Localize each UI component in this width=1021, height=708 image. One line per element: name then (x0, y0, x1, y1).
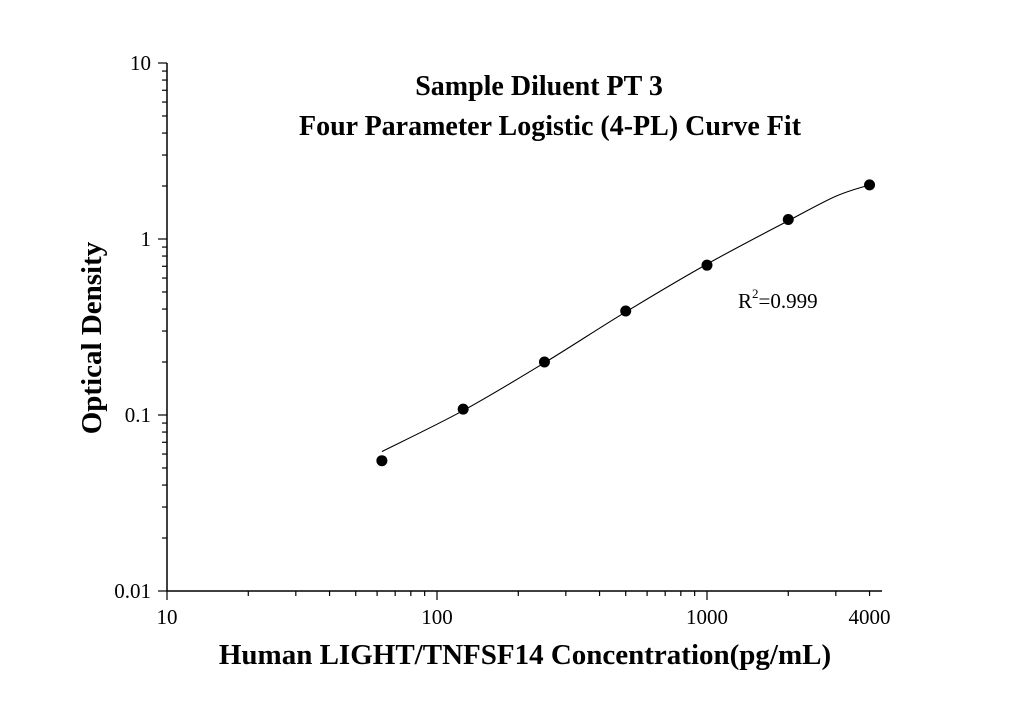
chart-subtitle: Four Parameter Logistic (4-PL) Curve Fit (299, 111, 802, 142)
data-point (620, 305, 632, 317)
x-tick-label: 1000 (686, 605, 728, 629)
r-squared-value: =0.999 (759, 289, 818, 313)
y-tick-label: 0.01 (114, 579, 151, 603)
r-squared-annotation: R2=0.999 (738, 286, 818, 313)
data-point (864, 179, 876, 191)
x-tick-label: 4000 (849, 605, 891, 629)
chart-title: Sample Diluent PT 3 (415, 71, 663, 102)
y-axis-ticks: 0.01 0.1 1 10 (114, 51, 167, 603)
data-points (376, 179, 876, 467)
y-tick-label: 0.1 (125, 403, 151, 427)
x-axis-ticks: 10 100 1000 4000 (157, 591, 891, 629)
data-point (538, 356, 550, 368)
y-tick-label: 1 (141, 227, 152, 251)
fit-curve-line (381, 184, 870, 453)
axes (166, 63, 882, 592)
data-point (701, 259, 713, 271)
x-axis-title: Human LIGHT/TNFSF14 Concentration(pg/mL) (219, 639, 831, 671)
data-point (457, 403, 469, 415)
fit-curve (381, 184, 870, 453)
data-point (782, 214, 794, 226)
y-tick-label: 10 (130, 51, 151, 75)
data-point (376, 455, 388, 467)
x-tick-label: 100 (421, 605, 453, 629)
y-axis-title: Optical Density (76, 241, 108, 434)
r-squared-superscript: 2 (752, 286, 759, 301)
x-tick-label: 10 (157, 605, 178, 629)
r-squared-prefix: R (738, 289, 752, 313)
